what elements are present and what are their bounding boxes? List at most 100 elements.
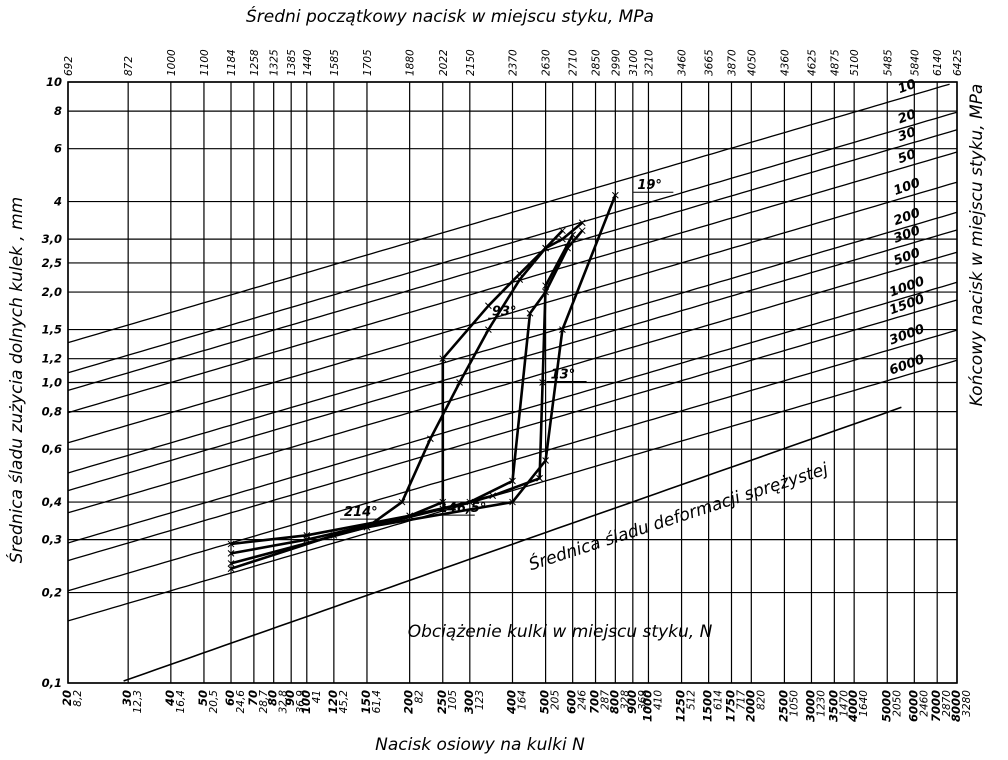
y-tick-label: 1,0 xyxy=(42,376,62,390)
pressure-isoline xyxy=(67,299,958,562)
top-pressure-tick-label: 4875 xyxy=(829,49,841,76)
series-label: 146,5° xyxy=(439,501,487,516)
ball-load-tick-label: 512 xyxy=(686,690,698,710)
y-tick-label: 2,0 xyxy=(42,285,62,299)
data-point xyxy=(569,231,577,239)
pressure-isoline xyxy=(67,83,950,344)
top-pressure-tick-label: 4625 xyxy=(806,49,818,76)
axial-load-tick-label: 300 xyxy=(462,690,476,714)
axial-load-tick-label: 150 xyxy=(359,690,373,714)
ball-load-tick-label: 205 xyxy=(550,690,562,710)
grid xyxy=(67,81,958,684)
data-point xyxy=(227,560,235,567)
top-pressure-tick-label: 1100 xyxy=(199,49,211,76)
data-point xyxy=(542,244,549,252)
data-point xyxy=(330,531,338,539)
ball-load-tick-label: 41 xyxy=(311,690,323,703)
y-tick-label: 1,2 xyxy=(42,352,62,366)
pressure-isoline xyxy=(67,181,958,444)
inner-x-axis-title: Obciążenie kulki w miejscu styku, N xyxy=(408,622,713,642)
axial-load-tick-label: 700 xyxy=(588,690,602,714)
axial-load-tick-label: 80 xyxy=(266,690,280,706)
top-pressure-tick-label: 3460 xyxy=(677,49,689,76)
pressure-isoline xyxy=(67,211,958,474)
top-pressure-tick-label: 5840 xyxy=(909,49,921,76)
pressure-isoline xyxy=(67,281,958,544)
ball-load-tick-label: 1470 xyxy=(838,690,850,717)
top-pressure-tick-label: 1705 xyxy=(362,49,374,76)
ball-load-tick-label: 8,2 xyxy=(72,690,84,707)
isoline-label: 20 xyxy=(896,107,918,127)
data-point xyxy=(578,227,586,235)
top-pressure-tick-label: 692 xyxy=(63,56,75,76)
ball-load-tick-label: 32,8 xyxy=(278,690,290,714)
elastic-deformation-label: Średnica śladu deformacji sprężystej xyxy=(526,457,831,575)
ball-load-tick-label: 123 xyxy=(474,690,486,710)
top-pressure-tick-label: 2990 xyxy=(610,49,622,76)
y-tick-label: 0,4 xyxy=(42,495,62,509)
pressure-isoline xyxy=(67,229,958,492)
isoline-label: 100 xyxy=(892,176,923,199)
ball-load-tick-label: 369 xyxy=(637,690,649,710)
top-pressure-tick-label: 6425 xyxy=(952,49,964,76)
ball-load-tick-label: 328 xyxy=(619,690,631,710)
axial-load-tick-label: 20 xyxy=(60,690,74,706)
data-point xyxy=(509,477,516,485)
y-axis-title-left: Średnica śladu zużycia dolnych kulek , m… xyxy=(5,197,27,564)
pressure-isoline xyxy=(67,129,958,392)
data-point xyxy=(516,270,524,278)
data-point xyxy=(578,219,586,227)
top-pressure-tick-label: 2710 xyxy=(568,49,580,76)
data-point xyxy=(539,379,546,386)
axial-load-tick-label: 1000 xyxy=(640,690,654,722)
axial-load-tick-label: 2500 xyxy=(776,690,790,722)
data-point xyxy=(227,550,235,557)
axial-load-tick-label: 7000 xyxy=(929,690,943,722)
top-pressure-tick-label: 2370 xyxy=(508,49,520,76)
data-point xyxy=(227,540,235,548)
series-label: 214° xyxy=(344,505,378,520)
pressure-isoline xyxy=(67,359,958,622)
ball-load-tick-label: 20,5 xyxy=(208,690,220,714)
top-pressure-tick-label: 872 xyxy=(123,56,135,76)
ball-load-tick-label: 614 xyxy=(713,690,725,710)
y-tick-label: 8 xyxy=(54,104,62,118)
axial-load-tick-label: 800 xyxy=(607,690,621,714)
axial-load-tick-label: 8000 xyxy=(949,690,963,722)
top-pressure-tick-label: 1184 xyxy=(226,49,238,76)
axial-load-tick-label: 5000 xyxy=(879,690,893,722)
data-point xyxy=(485,326,492,333)
top-pressure-tick-label: 4360 xyxy=(779,49,791,76)
axial-load-tick-label: 200 xyxy=(402,690,416,714)
top-pressure-tick-label: 1385 xyxy=(286,49,298,76)
axial-load-tick-label: 1750 xyxy=(723,690,737,722)
axial-load-tick-label: 70 xyxy=(246,690,260,706)
ball-load-tick-label: 2460 xyxy=(918,690,930,717)
data-point xyxy=(542,282,549,290)
data-point xyxy=(489,492,497,500)
ball-load-tick-label: 36,9 xyxy=(295,690,307,714)
isoline-label: 30 xyxy=(896,125,918,145)
data-point xyxy=(536,474,543,482)
data-point xyxy=(303,531,311,539)
top-pressure-tick-label: 5485 xyxy=(882,49,894,76)
top-pressure-tick-label: 6140 xyxy=(932,49,944,76)
axial-load-tick-label: 30 xyxy=(120,690,134,706)
data-point xyxy=(398,498,406,506)
data-point xyxy=(427,435,434,443)
y-tick-label: 0,6 xyxy=(42,442,62,456)
data-point xyxy=(485,302,492,310)
ball-load-tick-label: 287 xyxy=(600,690,612,710)
y-tick-label: 0,2 xyxy=(42,586,62,600)
top-pressure-tick-label: 3870 xyxy=(726,49,738,76)
data-point xyxy=(227,565,235,573)
axial-load-tick-label: 600 xyxy=(565,690,579,714)
data-point xyxy=(439,505,447,513)
axial-load-tick-label: 2000 xyxy=(743,690,757,722)
ball-load-tick-label: 1050 xyxy=(788,690,800,717)
y-axis-title-right: Końcowy nacisk w miejscu styku, MPa xyxy=(967,84,987,407)
axial-load-tick-label: 1250 xyxy=(674,690,688,722)
axial-load-tick-label: 50 xyxy=(196,690,210,706)
axial-load-tick-label: 40 xyxy=(163,690,177,707)
isoline-label: 10 xyxy=(896,77,918,97)
